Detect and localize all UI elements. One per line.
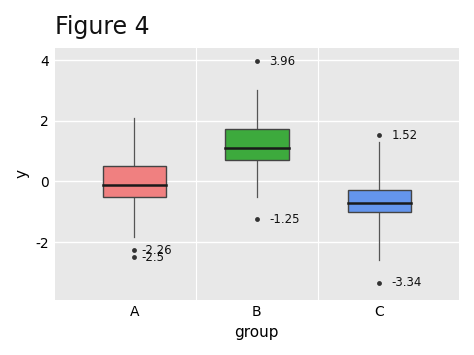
Bar (347, 190, 411, 212)
Text: -3.34: -3.34 (392, 277, 422, 289)
Bar (225, 129, 289, 160)
Bar (102, 166, 166, 197)
Text: -2.26: -2.26 (142, 244, 173, 257)
Text: -1.25: -1.25 (269, 213, 300, 226)
Y-axis label: y: y (15, 169, 30, 179)
Text: Figure 4: Figure 4 (55, 15, 149, 39)
Text: 1.52: 1.52 (392, 129, 418, 142)
Text: 3.96: 3.96 (269, 55, 295, 68)
Text: -2.5: -2.5 (142, 251, 164, 264)
X-axis label: group: group (235, 325, 279, 340)
